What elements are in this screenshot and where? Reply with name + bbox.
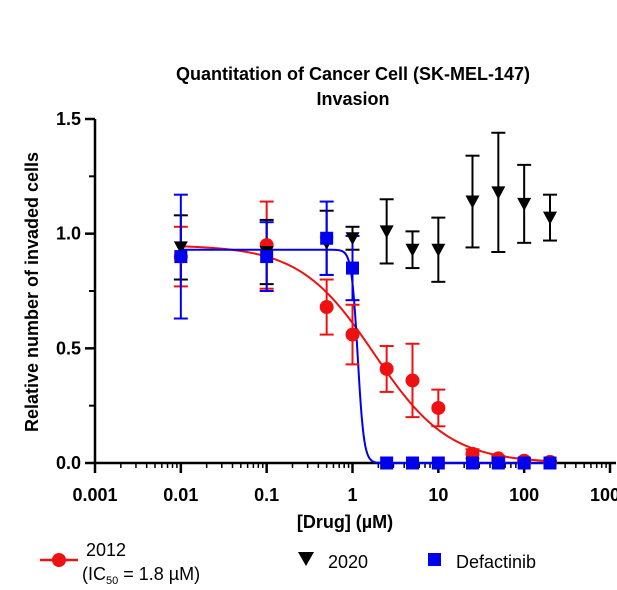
data-point-defactinib bbox=[465, 456, 479, 470]
chart-title-line-2: Invasion bbox=[316, 89, 389, 109]
x-tick-label: 0.1 bbox=[254, 485, 279, 505]
x-axis-label: [Drug] (µM) bbox=[297, 512, 393, 532]
data-point-2020 bbox=[431, 243, 446, 257]
data-point-2020 bbox=[345, 232, 360, 246]
data-point-2012 bbox=[379, 361, 394, 376]
axes: 0.0 0.5 1.0 1.5 0.001 0.01 0.1 1 10 100 1000 bbox=[56, 109, 617, 505]
legend-2020-marker bbox=[298, 552, 314, 566]
legend-defactinib-marker bbox=[428, 553, 441, 566]
x-tick-label: 1 bbox=[347, 485, 357, 505]
data-points bbox=[173, 186, 558, 470]
error-bars bbox=[173, 131, 558, 464]
legend: 2012 (IC50 = 1.8 µM) 2020 Defactinib bbox=[40, 540, 536, 587]
y-tick-label: 1.0 bbox=[56, 224, 81, 244]
legend-item-2020: 2020 bbox=[298, 552, 368, 572]
legend-item-defactinib: Defactinib bbox=[428, 552, 536, 572]
data-point-defactinib bbox=[380, 456, 394, 470]
data-point-defactinib bbox=[346, 261, 359, 275]
chart-title-line-1: Quantitation of Cancer Cell (SK-MEL-147) bbox=[176, 64, 530, 84]
data-point-defactinib bbox=[543, 456, 557, 470]
data-point-2020 bbox=[465, 195, 480, 209]
legend-2012-marker bbox=[52, 553, 66, 567]
data-point-2020 bbox=[405, 243, 420, 257]
y-tick-label: 1.5 bbox=[56, 109, 81, 129]
legend-defactinib-label: Defactinib bbox=[456, 552, 536, 572]
data-point-2012 bbox=[405, 373, 420, 388]
data-point-defactinib bbox=[174, 250, 188, 264]
legend-2020-label: 2020 bbox=[328, 552, 368, 572]
data-point-2020 bbox=[173, 241, 188, 255]
fit-curve-defactinib bbox=[180, 248, 551, 464]
x-tick-label: 0.001 bbox=[72, 485, 117, 505]
legend-2012-label: 2012 bbox=[86, 540, 126, 560]
data-point-2012 bbox=[345, 327, 360, 342]
data-point-2012 bbox=[431, 400, 446, 415]
data-point-defactinib bbox=[431, 456, 445, 470]
x-tick-label: 1000 bbox=[590, 485, 617, 505]
y-tick-label: 0.5 bbox=[56, 338, 81, 358]
legend-item-2012: 2012 (IC50 = 1.8 µM) bbox=[40, 540, 200, 587]
data-point-2020 bbox=[517, 197, 532, 211]
data-point-defactinib bbox=[491, 456, 505, 470]
data-point-2020 bbox=[491, 186, 506, 200]
fit-curve-2012 bbox=[180, 245, 551, 463]
data-point-defactinib bbox=[320, 231, 334, 245]
data-point-2020 bbox=[379, 225, 394, 239]
data-point-defactinib bbox=[260, 250, 274, 264]
data-point-2012 bbox=[319, 300, 334, 315]
x-tick-label: 0.01 bbox=[163, 485, 198, 505]
legend-2012-ic50: (IC50 = 1.8 µM) bbox=[82, 564, 200, 587]
data-point-2020 bbox=[543, 211, 558, 225]
data-point-defactinib bbox=[517, 456, 531, 470]
data-point-defactinib bbox=[405, 456, 419, 470]
x-tick-label: 100 bbox=[509, 485, 539, 505]
fit-curves bbox=[180, 245, 551, 464]
y-axis-label: Relative number of invaded cells bbox=[22, 152, 42, 432]
x-tick-label: 10 bbox=[428, 485, 448, 505]
y-tick-label: 0.0 bbox=[56, 453, 81, 473]
